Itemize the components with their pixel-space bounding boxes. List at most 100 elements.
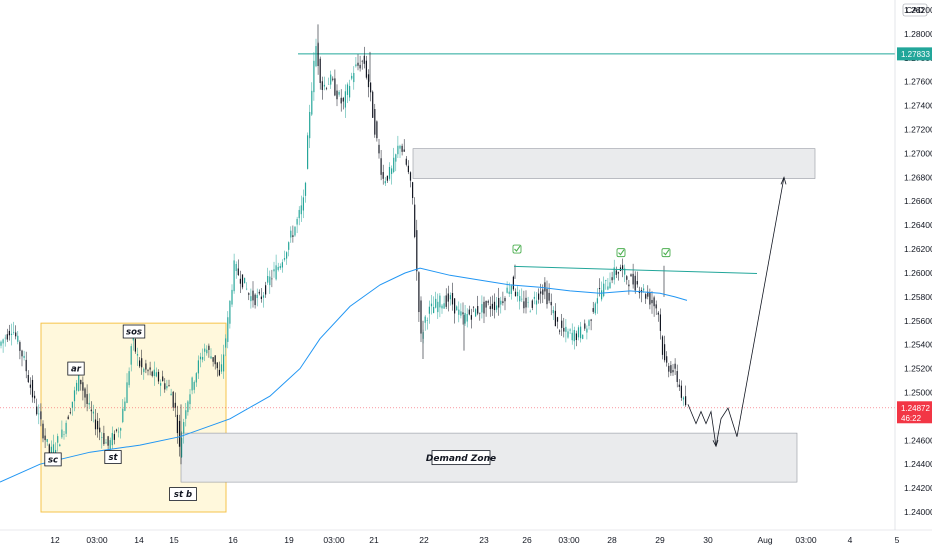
candle-body [82, 382, 84, 391]
candle-body [168, 385, 170, 386]
candle-body [61, 429, 63, 438]
candle-body [90, 409, 92, 412]
candle-body [577, 327, 580, 338]
trend-line [513, 265, 758, 275]
candle-body [313, 60, 315, 93]
candle-body [588, 320, 590, 326]
candle-body [405, 158, 407, 165]
candle-body [170, 393, 172, 396]
candle-body [458, 309, 460, 315]
candle-body [601, 290, 603, 300]
y-tick-label: 1.27400 [904, 101, 932, 111]
candle-body [414, 204, 416, 237]
candle-body [8, 330, 10, 336]
candle-body [309, 111, 311, 139]
candle-body [533, 296, 535, 299]
candle-body [185, 410, 187, 419]
candle-body [653, 297, 655, 307]
candle-body [315, 46, 317, 67]
candle-body [277, 266, 279, 270]
candle-body [267, 275, 269, 283]
candle-body [174, 402, 176, 408]
candle-body [357, 62, 359, 66]
candle-body [590, 319, 592, 321]
y-tick-label: 1.26400 [904, 220, 932, 230]
candle-body [330, 74, 332, 85]
candle-body [212, 357, 214, 362]
candle-body [4, 337, 6, 339]
candle-body [231, 289, 233, 305]
candle-body [647, 291, 649, 297]
candle-body [659, 314, 661, 331]
candle-body [512, 276, 514, 290]
candle-body [94, 419, 97, 430]
current-price-label: 1.24872 [901, 404, 930, 413]
x-tick-label: 03:00 [795, 535, 817, 545]
x-tick-label: 03:00 [558, 535, 580, 545]
candle-body [162, 376, 164, 382]
x-tick-label: 21 [369, 535, 379, 545]
candle-body [552, 309, 554, 314]
candle-body [202, 356, 204, 360]
annotation-ar: ar [71, 365, 82, 375]
y-tick-label: 1.26200 [904, 244, 932, 254]
candle-body [214, 355, 216, 365]
candle-body [611, 277, 613, 281]
x-tick-label: Aug [757, 535, 772, 545]
candle-body [613, 267, 615, 280]
candle-body [496, 305, 498, 310]
candle-body [271, 278, 273, 280]
candle-body [538, 293, 540, 300]
candle-body [311, 90, 313, 115]
candle-body [470, 315, 472, 320]
candle-body [204, 348, 206, 352]
candle-body [556, 317, 559, 322]
candle-body [573, 330, 575, 342]
candle-body [220, 364, 223, 372]
candle-body [466, 314, 468, 322]
candle-body [193, 381, 195, 390]
candle-body [676, 371, 678, 382]
x-tick-label: 03:00 [86, 535, 108, 545]
moving-average-layer [0, 267, 688, 483]
candle-body [443, 303, 445, 309]
candle-body [546, 288, 548, 305]
candle-body [78, 369, 80, 391]
candle-body [292, 235, 294, 237]
x-tick-label: 28 [607, 535, 617, 545]
candle-body [27, 374, 29, 383]
candle-body [166, 386, 168, 389]
candle-body [416, 230, 418, 272]
candle-body [365, 60, 367, 78]
candle-body [542, 289, 544, 295]
candle-body [521, 298, 523, 300]
resistance-price-label: 1.27833 [901, 50, 930, 59]
candle-body [475, 309, 477, 317]
candle-body [59, 444, 61, 447]
candle-body [643, 288, 645, 291]
candle-body [668, 365, 670, 372]
candle-body [334, 78, 336, 96]
candle-body [563, 327, 565, 332]
candle-body [592, 308, 594, 312]
candle-body [46, 439, 48, 442]
candle-body [367, 74, 370, 88]
candle-body [529, 311, 531, 313]
x-tick-label: 26 [522, 535, 532, 545]
candle-body [586, 328, 588, 333]
y-tick-label: 1.27200 [904, 125, 932, 135]
candle-body [472, 306, 475, 308]
candle-body [252, 290, 254, 301]
x-tick-label: 29 [655, 535, 665, 545]
candle-body [609, 282, 611, 289]
candle-body [550, 301, 552, 306]
candle-body [281, 262, 283, 268]
candle-body [275, 265, 277, 280]
candle-body [584, 323, 586, 329]
y-tick-label: 1.24200 [904, 483, 932, 493]
candle-body [122, 408, 124, 423]
candle-body [132, 336, 134, 341]
candle-body [13, 332, 15, 333]
